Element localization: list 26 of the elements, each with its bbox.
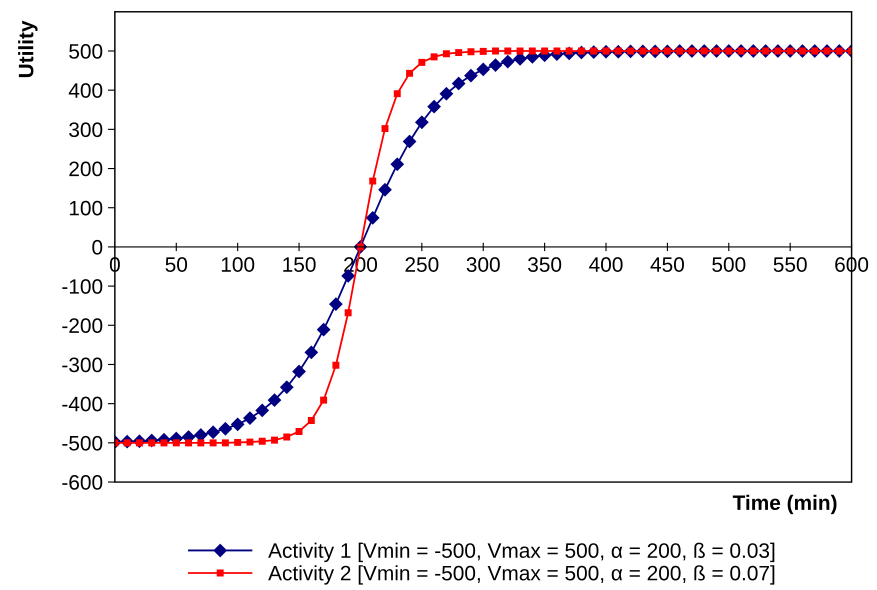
x-axis-title: Time (min) [732, 494, 837, 514]
y-tick-label: 400 [68, 83, 102, 98]
x-tick-label: 150 [283, 257, 316, 272]
y-tick-label: -300 [62, 357, 102, 372]
y-tick-label: -100 [62, 279, 102, 294]
x-tick-label: 500 [712, 257, 746, 272]
y-tick-label: -500 [62, 436, 102, 451]
y-axis-title: Utility [18, 20, 38, 78]
y-tick-label: -400 [62, 396, 102, 412]
legend-label: Activity 1 [Vmin = -500, Vmax = 500, α = 200, ß = 0.03] [268, 542, 774, 562]
y-tick-label: -200 [62, 318, 102, 334]
y-tick-label: 300 [69, 122, 102, 138]
x-tick-label: 300 [466, 257, 500, 272]
x-tick-label: 100 [222, 257, 254, 272]
legend-label: Activity 2 [Vmin = -500, Vmax = 500, α = 200, ß = 0.07] [268, 565, 774, 585]
y-tick-label: 200 [69, 162, 102, 176]
y-tick-label: 0 [92, 240, 102, 255]
x-tick-label: 50 [166, 257, 188, 272]
y-tick-label: 500 [69, 44, 102, 59]
x-tick-label: 350 [528, 257, 562, 272]
x-tick-label: 250 [406, 257, 438, 272]
y-tick-label: -600 [62, 475, 102, 490]
x-tick-label: 400 [589, 257, 623, 272]
x-tick-label: 550 [774, 257, 807, 272]
x-tick-label: 450 [650, 257, 684, 272]
y-tick-label: 100 [70, 200, 102, 216]
